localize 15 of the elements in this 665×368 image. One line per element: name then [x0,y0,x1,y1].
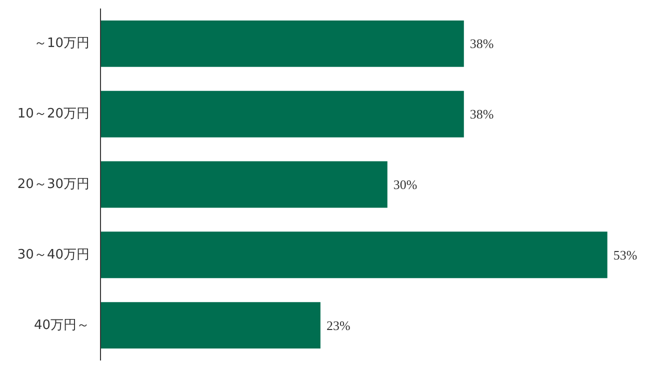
data-label: 38% [470,36,494,52]
data-label: 23% [326,318,350,333]
bar [100,232,608,278]
bar [100,90,464,138]
data-label: 30% [393,177,418,192]
y-tick-label: 10～20万円 [17,106,90,122]
bar [100,302,320,349]
data-label: 53% [613,247,638,262]
bar [100,161,388,208]
y-tick-label: 20～30万円 [17,177,90,192]
y-tick-label: ～10万円 [34,36,90,52]
y-tick-label: 30～40万円 [17,247,90,262]
data-label: 38% [470,106,494,122]
y-tick-label: 40万円～ [34,318,90,333]
bar [100,20,464,67]
